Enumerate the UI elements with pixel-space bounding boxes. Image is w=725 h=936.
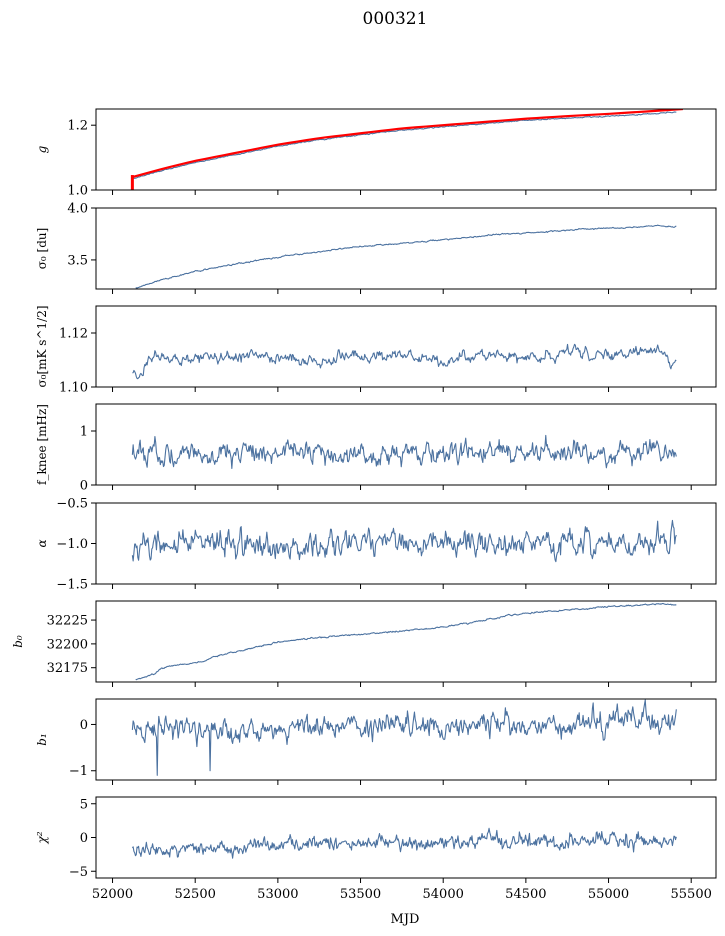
y-tick-label-b1: −1	[69, 764, 88, 779]
panels: 1.0 1.2 g 3.5 4.0 σ₀ [du] 1.10 1.12 σ₀[mK s^1/2]…	[11, 108, 717, 902]
y-axis-label-sigma0_mks: σ₀[mK s^1/2]	[35, 305, 49, 387]
axes-frame-chi2	[95, 796, 717, 879]
x-tick-label: 53000	[257, 887, 298, 902]
y-tick-label-sigma0_du: 3.5	[67, 253, 88, 268]
x-tick-label: 52500	[175, 887, 216, 902]
y-tick-label-fknee: 1	[80, 425, 88, 440]
y-tick-label-chi2: 5	[80, 797, 88, 812]
series-line-sigma0_du	[135, 224, 677, 289]
axes-frame-sigma0_du	[95, 207, 717, 290]
y-axis-label-fknee: f_knee [mHz]	[35, 404, 49, 485]
series-group-g	[130, 109, 684, 190]
panel-fknee: 0 1 f_knee [mHz]	[35, 403, 717, 494]
x-tick-label: 52000	[92, 887, 133, 902]
series-group-sigma0_mks	[132, 343, 677, 380]
panel-b0: 32175 32200 32225 b₀	[11, 600, 717, 687]
y-axis-label-g: g	[35, 145, 49, 153]
axes-frame-fknee	[95, 403, 717, 486]
x-tick-label: 55500	[671, 887, 712, 902]
series-line-chi2	[131, 827, 677, 859]
y-tick-label-sigma0_mks: 1.10	[59, 381, 88, 396]
x-tick-label: 54500	[505, 887, 546, 902]
series-line-b1	[131, 699, 677, 776]
panel-sigma0_mks: 1.10 1.12 σ₀[mK s^1/2]	[35, 305, 717, 396]
series-line-b0	[135, 602, 677, 681]
y-tick-label-b0: 32200	[47, 637, 88, 652]
series-line-sigma0_mks	[132, 343, 677, 380]
y-tick-label-b1: 0	[80, 718, 88, 733]
y-tick-label-alpha: −1.0	[56, 537, 88, 552]
series-group-b0	[135, 602, 677, 681]
y-tick-label-fknee: 0	[80, 479, 88, 494]
axes-frame-sigma0_mks	[95, 305, 717, 388]
panel-chi2: −5 0 5 52000 52500 53000 53500 54000 54500 55000 5…	[35, 796, 717, 902]
y-axis-label-sigma0_du: σ₀ [du]	[35, 228, 49, 270]
panel-g: 1.0 1.2 g	[35, 108, 717, 199]
y-tick-label-chi2: 0	[80, 831, 88, 846]
panel-alpha: −1.5 −1.0 −0.5 α	[35, 497, 717, 593]
y-tick-label-sigma0_du: 4.0	[67, 202, 88, 217]
y-tick-label-chi2: −5	[69, 865, 88, 880]
series-line-g-reference	[132, 109, 684, 179]
figure-title: 000321	[363, 9, 428, 29]
axes-frame-b0	[95, 600, 717, 683]
y-tick-label-b0: 32225	[47, 614, 88, 629]
panel-b1: −1 0 b₁	[35, 698, 717, 785]
y-tick-label-sigma0_mks: 1.12	[59, 327, 88, 342]
panel-sigma0_du: 3.5 4.0 σ₀ [du]	[35, 202, 717, 294]
series-group-sigma0_du	[135, 224, 677, 289]
y-axis-label-alpha: α	[35, 539, 49, 547]
y-tick-label-g: 1.0	[67, 184, 88, 199]
y-tick-label-b0: 32175	[47, 661, 88, 676]
x-tick-label: 53500	[340, 887, 381, 902]
x-axis-label: MJD	[391, 912, 420, 927]
y-tick-label-alpha: −1.5	[56, 578, 88, 593]
y-axis-label-b0: b₀	[11, 635, 25, 648]
axes-frame-g	[95, 108, 717, 191]
y-axis-label-chi2: χ²	[35, 831, 49, 844]
y-tick-label-alpha: −0.5	[56, 497, 88, 512]
series-group-b1	[131, 699, 677, 776]
series-group-chi2	[131, 827, 677, 859]
x-tick-label: 54000	[423, 887, 464, 902]
series-line-fknee	[131, 434, 677, 469]
series-group-alpha	[131, 519, 677, 563]
series-line-alpha	[131, 519, 677, 563]
x-tick-label: 55000	[588, 887, 629, 902]
y-tick-label-g: 1.2	[67, 119, 88, 134]
axes-frame-b1	[95, 698, 717, 781]
series-group-fknee	[131, 434, 677, 469]
y-axis-label-b1: b₁	[35, 733, 49, 746]
series-line-g	[132, 111, 677, 180]
